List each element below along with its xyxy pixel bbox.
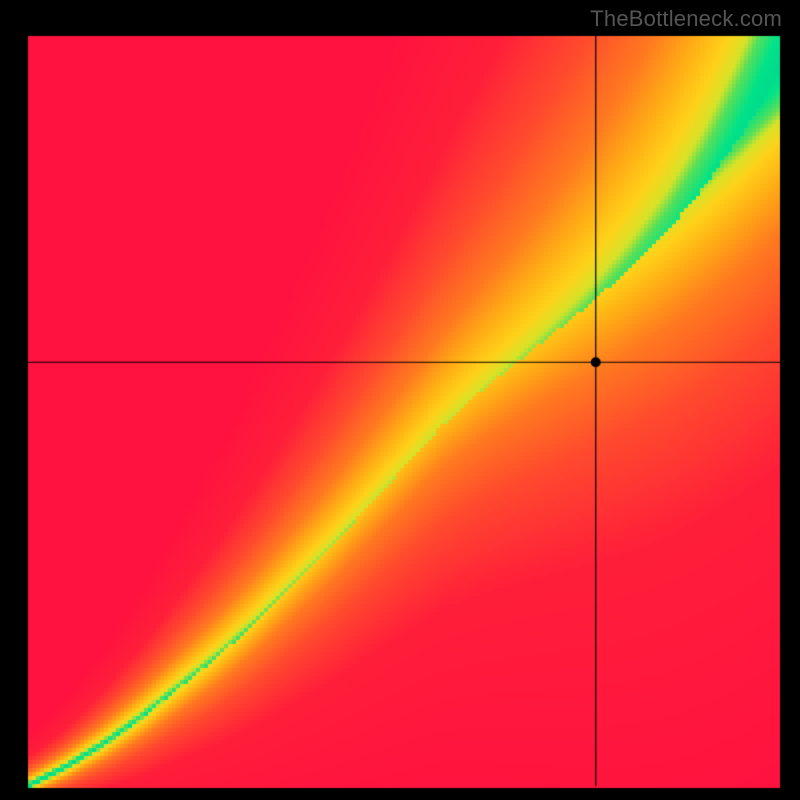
chart-container: TheBottleneck.com (0, 0, 800, 800)
bottleneck-heatmap (0, 0, 800, 800)
watermark-text: TheBottleneck.com (590, 6, 782, 32)
